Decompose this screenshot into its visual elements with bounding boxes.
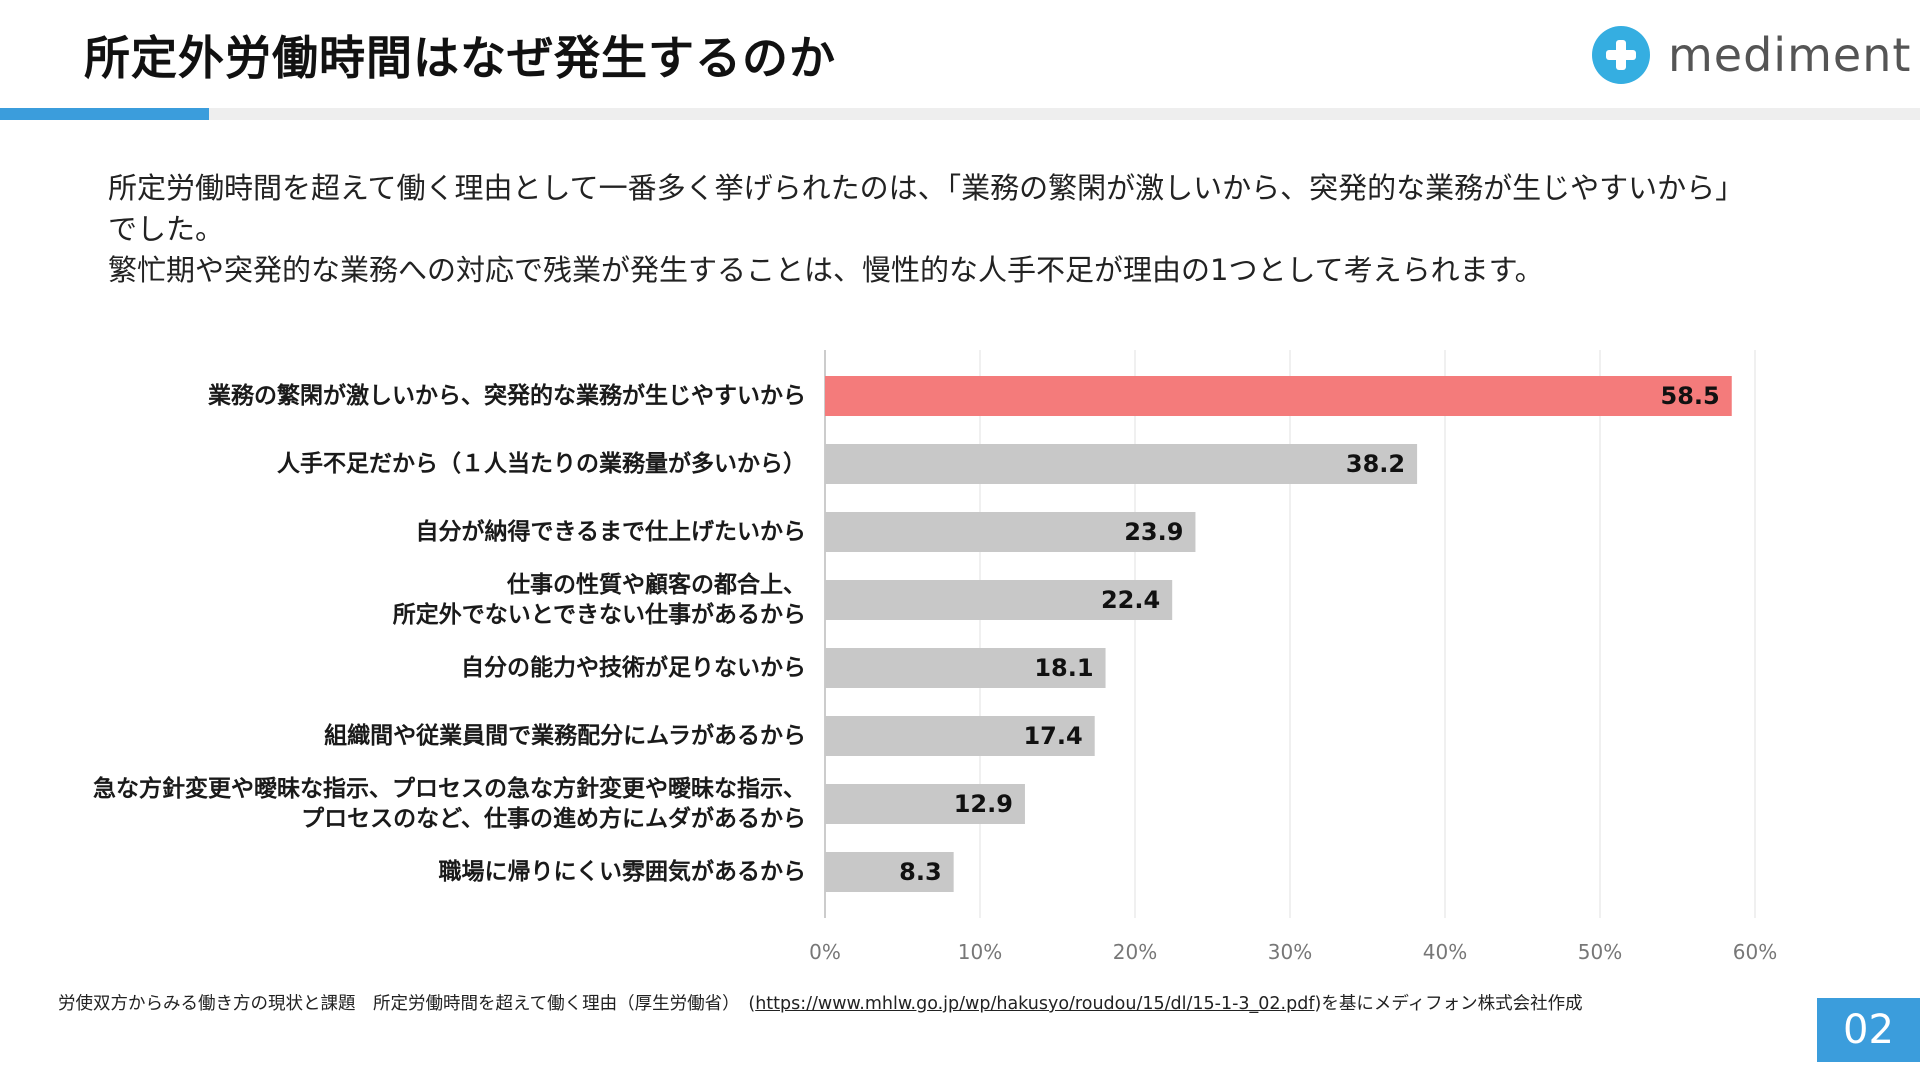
x-tick-label: 0% xyxy=(809,940,841,964)
bar xyxy=(825,784,1025,824)
data-label: 18.1 xyxy=(1034,654,1094,682)
category-label-line: 自分の能力や技術が足りないから xyxy=(461,655,806,681)
source-link[interactable]: https://www.mhlw.go.jp/wp/hakusyo/roudou… xyxy=(755,994,1315,1014)
category-label-line: 自分が納得できるまで仕上げたいから xyxy=(415,519,806,545)
source-suffix: )を基にメディフォン株式会社作成 xyxy=(1314,994,1583,1014)
data-label: 23.9 xyxy=(1124,518,1184,546)
category-label-line: 人手不足だから（１人当たりの業務量が多いから） xyxy=(277,451,806,477)
category-label: 業務の繁閑が激しいから、突発的な業務が生じやすいから xyxy=(208,381,806,411)
page-title: 所定外労働時間はなぜ発生するのか xyxy=(84,31,836,85)
brand-logo: mediment xyxy=(1592,26,1910,86)
x-tick-label: 40% xyxy=(1422,940,1468,964)
x-tick-label: 20% xyxy=(1112,940,1158,964)
data-label: 8.3 xyxy=(899,858,942,886)
category-label: 自分が納得できるまで仕上げたいから xyxy=(415,517,806,547)
category-label: 職場に帰りにくい雰囲気があるから xyxy=(438,857,806,887)
page-number: 02 xyxy=(1817,998,1920,1062)
category-label-line: プロセスのなど、仕事の進め方にムダがあるから xyxy=(301,806,806,832)
cross-icon xyxy=(1592,26,1650,84)
header-accent-bar xyxy=(0,108,209,120)
bar xyxy=(825,512,1196,552)
category-label-line: 業務の繁閑が激しいから、突発的な業務が生じやすいから xyxy=(208,383,806,409)
category-label: 自分の能力や技術が足りないから xyxy=(461,653,806,683)
category-label: 急な方針変更や曖昧な指示、プロセスの急な方針変更や曖昧な指示、プロセスのなど、仕… xyxy=(93,774,806,834)
data-label: 38.2 xyxy=(1345,450,1406,478)
bar xyxy=(825,852,954,892)
bar xyxy=(825,580,1173,620)
category-label-line: 仕事の性質や顧客の都合上、 xyxy=(507,572,806,598)
source-citation: 労使双方からみる働き方の現状と課題 所定労働時間を超えて働く理由（厚生労働省） … xyxy=(58,990,1583,1015)
category-label-line: 職場に帰りにくい雰囲気があるから xyxy=(438,859,806,885)
description-line-2: 繁忙期や突発的な業務への対応で残業が発生することは、慢性的な人手不足が理由の1つ… xyxy=(108,253,1544,287)
bar-chart: 0% 10% 20% 30% 40% 50% 60% 58.5 業務の繁閑が激しいから、突発的な… xyxy=(0,340,1920,980)
x-tick-label: 30% xyxy=(1267,940,1313,964)
category-label-line: 急な方針変更や曖昧な指示、プロセスの急な方針変更や曖昧な指示、 xyxy=(93,776,806,802)
data-label: 22.4 xyxy=(1100,586,1161,614)
chart-canvas xyxy=(824,350,1756,918)
category-label: 組織間や従業員間で業務配分にムラがあるから xyxy=(324,721,806,751)
bar xyxy=(825,444,1418,484)
source-prefix: 労使双方からみる働き方の現状と課題 所定労働時間を超えて働く理由（厚生労働省） … xyxy=(58,994,756,1014)
category-label-line: 所定外でないとできない仕事があるから xyxy=(392,602,806,628)
description: 所定労働時間を超えて働く理由として一番多く挙げられたのは、「業務の繁閑が激しいか… xyxy=(108,168,1768,291)
bar xyxy=(825,716,1095,756)
data-label: 58.5 xyxy=(1660,382,1720,410)
x-tick-label: 50% xyxy=(1577,940,1623,964)
description-line-1: 所定労働時間を超えて働く理由として一番多く挙げられたのは、「業務の繁閑が激しいか… xyxy=(108,171,1745,246)
data-label: 17.4 xyxy=(1023,722,1083,750)
x-tick-label: 60% xyxy=(1732,940,1778,964)
bar xyxy=(825,648,1106,688)
category-label: 仕事の性質や顧客の都合上、所定外でないとできない仕事があるから xyxy=(393,570,806,630)
category-label-line: 組織間や従業員間で業務配分にムラがあるから xyxy=(324,723,806,749)
bar xyxy=(825,376,1732,416)
category-label: 人手不足だから（１人当たりの業務量が多いから） xyxy=(277,449,806,479)
header-divider xyxy=(0,108,1920,120)
data-label: 12.9 xyxy=(953,790,1013,818)
x-tick-label: 10% xyxy=(957,940,1003,964)
brand-name: mediment xyxy=(1668,28,1912,82)
